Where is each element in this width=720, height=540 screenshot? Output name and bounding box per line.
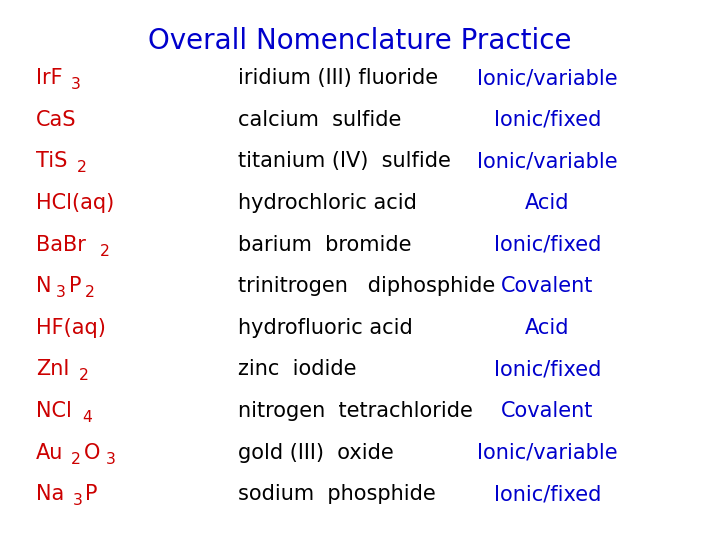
- Text: Ionic/fixed: Ionic/fixed: [493, 234, 601, 255]
- Text: hydrofluoric acid: hydrofluoric acid: [238, 318, 413, 338]
- Text: gold (III)  oxide: gold (III) oxide: [238, 442, 393, 463]
- Text: NCl: NCl: [36, 401, 72, 421]
- Text: 4: 4: [82, 410, 92, 425]
- Text: HF(aq): HF(aq): [36, 318, 106, 338]
- Text: Ionic/fixed: Ionic/fixed: [493, 484, 601, 504]
- Text: O: O: [84, 442, 101, 463]
- Text: 2: 2: [100, 244, 110, 259]
- Text: Overall Nomenclature Practice: Overall Nomenclature Practice: [148, 27, 572, 55]
- Text: Ionic/variable: Ionic/variable: [477, 68, 618, 89]
- Text: trinitrogen   diphosphide: trinitrogen diphosphide: [238, 276, 495, 296]
- Text: BaBr: BaBr: [36, 234, 86, 255]
- Text: calcium  sulfide: calcium sulfide: [238, 110, 401, 130]
- Text: Ionic/variable: Ionic/variable: [477, 442, 618, 463]
- Text: Ionic/variable: Ionic/variable: [477, 151, 618, 172]
- Text: zinc  iodide: zinc iodide: [238, 359, 356, 380]
- Text: Acid: Acid: [525, 193, 570, 213]
- Text: barium  bromide: barium bromide: [238, 234, 411, 255]
- Text: P: P: [85, 484, 98, 504]
- Text: titanium (IV)  sulfide: titanium (IV) sulfide: [238, 151, 451, 172]
- Text: hydrochloric acid: hydrochloric acid: [238, 193, 416, 213]
- Text: sodium  phosphide: sodium phosphide: [238, 484, 436, 504]
- Text: 2: 2: [71, 451, 81, 467]
- Text: Na: Na: [36, 484, 64, 504]
- Text: CaS: CaS: [36, 110, 76, 130]
- Text: Ionic/fixed: Ionic/fixed: [493, 110, 601, 130]
- Text: 3: 3: [71, 77, 80, 92]
- Text: 2: 2: [79, 368, 89, 383]
- Text: 3: 3: [105, 451, 115, 467]
- Text: Covalent: Covalent: [501, 401, 593, 421]
- Text: TiS: TiS: [36, 151, 68, 172]
- Text: Au: Au: [36, 442, 63, 463]
- Text: Covalent: Covalent: [501, 276, 593, 296]
- Text: 2: 2: [76, 160, 86, 176]
- Text: HCl(aq): HCl(aq): [36, 193, 114, 213]
- Text: iridium (III) fluoride: iridium (III) fluoride: [238, 68, 438, 89]
- Text: 3: 3: [56, 285, 66, 300]
- Text: 2: 2: [85, 285, 95, 300]
- Text: N: N: [36, 276, 52, 296]
- Text: nitrogen  tetrachloride: nitrogen tetrachloride: [238, 401, 472, 421]
- Text: Acid: Acid: [525, 318, 570, 338]
- Text: 3: 3: [73, 493, 82, 508]
- Text: Ionic/fixed: Ionic/fixed: [493, 359, 601, 380]
- Text: IrF: IrF: [36, 68, 63, 89]
- Text: P: P: [68, 276, 81, 296]
- Text: ZnI: ZnI: [36, 359, 69, 380]
